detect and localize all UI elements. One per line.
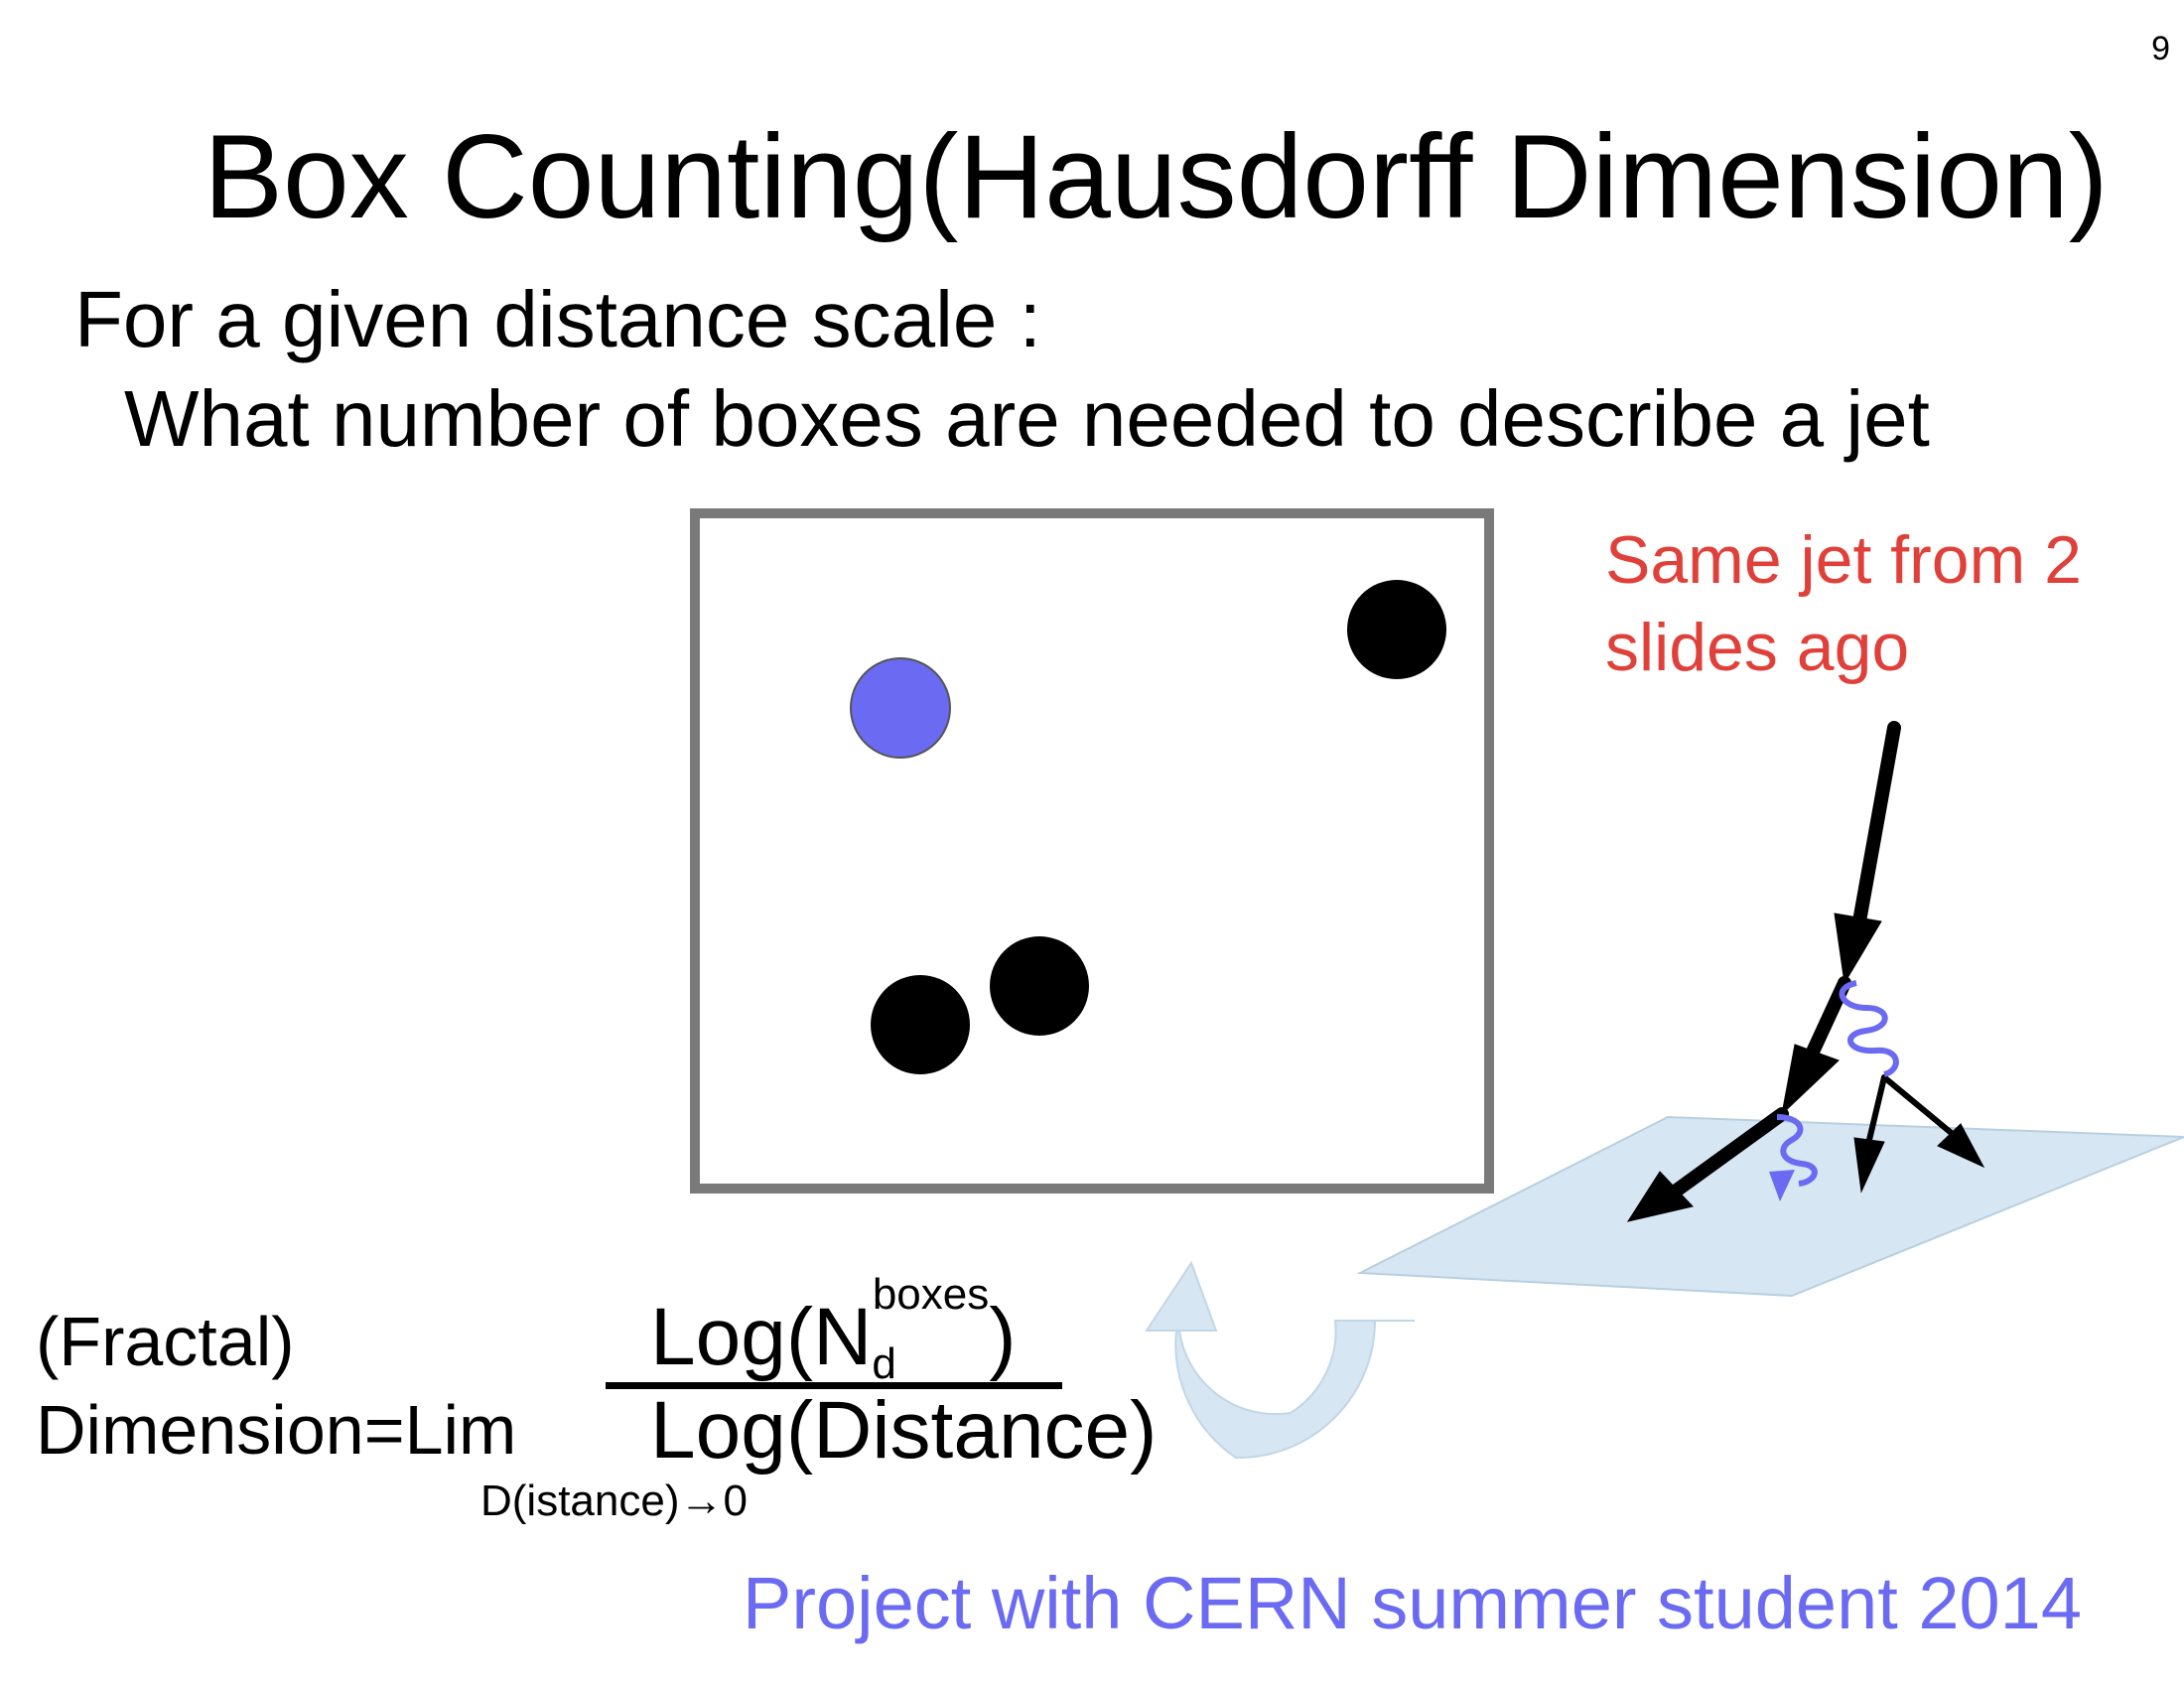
fractal-label: (Fractal) [36, 1303, 295, 1380]
incoming-jet-line [1852, 721, 1901, 928]
wavy-line-lower [1776, 1114, 1818, 1187]
page-number: 9 [2151, 30, 2170, 68]
slide-title: Box Counting(Hausdorff Dimension) [204, 110, 2109, 243]
fraction-bar [606, 1382, 1062, 1389]
branch-line-lower [1671, 1107, 1789, 1196]
split-head-a [1853, 1137, 1885, 1194]
black-particle-bottom-right [990, 936, 1089, 1036]
branch-line-left [1802, 976, 1851, 1067]
split-line-b [1881, 1074, 1957, 1138]
body-line-1: For a given distance scale : [74, 275, 1041, 363]
black-particle-top-right [1347, 580, 1446, 679]
curved-arrow-icon [1145, 1260, 1415, 1460]
numerator-subscript: d [872, 1339, 896, 1388]
branch-head-left [1781, 1044, 1840, 1116]
dimension-lim-label: Dimension=Lim [36, 1391, 517, 1469]
wavy-line-upper [1839, 980, 1899, 1077]
black-particle-bottom-left [871, 975, 970, 1074]
limit-subscript: D(istance)→0 [480, 1477, 748, 1525]
footer-credit: Project with CERN summer student 2014 [743, 1562, 2082, 1644]
formula-denominator: Log(Distance) [650, 1385, 1158, 1476]
formula-numerator: Log(Nd boxes) [650, 1273, 1017, 1386]
same-jet-note: Same jet from 2 slides ago [1605, 522, 2082, 685]
numerator-close: ) [989, 1292, 1017, 1382]
body-line-2: What number of boxes are needed to descr… [124, 374, 1930, 463]
numerator-log: Log(N [650, 1292, 873, 1382]
branch-head-lower [1626, 1171, 1694, 1222]
incoming-jet-head [1834, 913, 1882, 985]
jet-arrows [1626, 721, 1985, 1222]
numerator-superscript: boxes [872, 1270, 990, 1319]
split-head-b [1937, 1123, 1985, 1169]
wavy-arrow-head [1769, 1170, 1795, 1201]
blue-particle [850, 657, 951, 759]
split-line-a [1866, 1074, 1887, 1143]
